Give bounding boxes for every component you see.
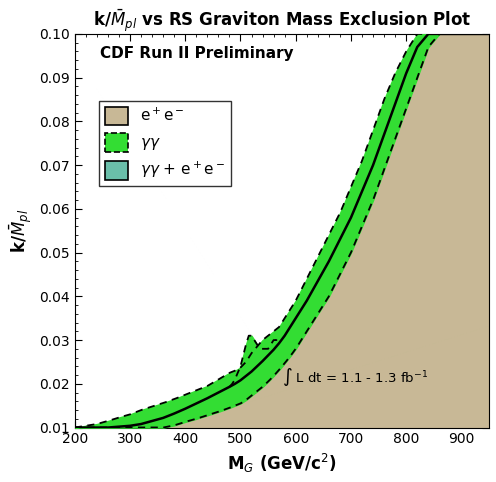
Legend: e$^+$e$^-$, $\gamma\gamma$, $\gamma\gamma$ + e$^+$e$^-$: e$^+$e$^-$, $\gamma\gamma$, $\gamma\gamm…	[99, 101, 231, 187]
Y-axis label: k/$\bar{M}_{pl}$: k/$\bar{M}_{pl}$	[7, 209, 34, 253]
Text: ∫ L dt = 1.1 - 1.3 fb$^{-1}$: ∫ L dt = 1.1 - 1.3 fb$^{-1}$	[282, 366, 428, 388]
Title: k/$\bar{M}_{pl}$ vs RS Graviton Mass Exclusion Plot: k/$\bar{M}_{pl}$ vs RS Graviton Mass Exc…	[93, 7, 471, 34]
Text: CDF Run II Preliminary: CDF Run II Preliminary	[100, 46, 293, 61]
X-axis label: M$_G$ (GeV/c$^2$): M$_G$ (GeV/c$^2$)	[227, 452, 337, 475]
